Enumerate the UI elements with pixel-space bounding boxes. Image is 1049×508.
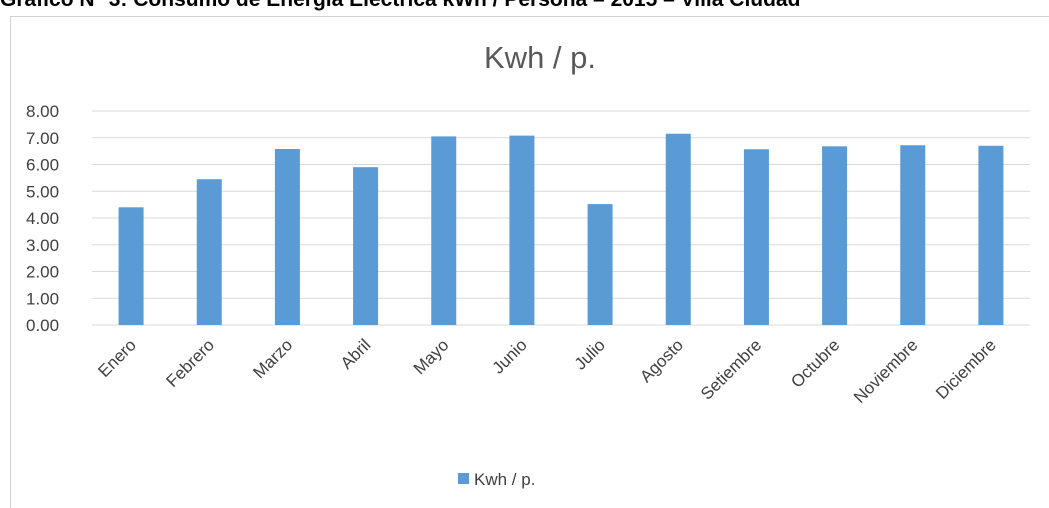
legend-swatch [458,473,469,484]
y-tick-label: 0.00 [26,316,59,335]
bar-febrero [196,179,222,325]
x-tick-label: Agosto [636,335,687,386]
y-tick-label: 3.00 [26,236,59,255]
x-tick-label: Octubre [787,335,843,391]
bar-octubre [822,146,848,325]
bar-julio [587,204,613,325]
x-tick-label: Setiembre [697,335,765,403]
y-tick-label: 6.00 [26,156,59,175]
chart-title: Kwh / p. [484,40,596,75]
y-tick-label: 1.00 [26,289,59,308]
document-heading: Gráfico N° 3: Consumo de Energía Eléctri… [0,0,1049,12]
legend-label: Kwh / p. [474,470,535,489]
x-tick-label: Mayo [410,335,453,378]
x-tick-label: Junio [489,335,531,377]
bar-enero [118,207,144,325]
y-tick-label: 7.00 [26,129,59,148]
y-axis-ticks: 0.00 1.00 2.00 3.00 4.00 5.00 6.00 7.00 8.00 [26,102,59,335]
x-tick-label: Julio [571,335,609,373]
x-tick-label: Enero [94,335,140,381]
y-tick-label: 2.00 [26,263,59,282]
x-tick-label: Diciembre [932,335,1000,403]
x-tick-label: Marzo [249,335,296,382]
bar-noviembre [900,145,926,325]
bar-diciembre [978,145,1004,325]
legend: Kwh / p. [458,470,535,489]
y-tick-label: 4.00 [26,209,59,228]
x-tick-label: Abril [337,335,374,372]
x-tick-label: Noviembre [850,335,922,407]
x-axis-labels: Enero Febrero Marzo Abril Mayo Junio Julio Agos… [94,335,999,407]
bar-agosto [665,133,691,325]
gridlines [92,110,1030,326]
y-tick-label: 5.00 [26,182,59,201]
bar-marzo [274,148,300,325]
bar-abril [353,167,379,325]
bars [118,133,1004,325]
bar-setiembre [743,149,769,325]
bar-junio [509,135,535,325]
bar-mayo [431,136,457,325]
x-tick-label: Febrero [163,335,219,391]
y-tick-label: 8.00 [26,102,59,121]
